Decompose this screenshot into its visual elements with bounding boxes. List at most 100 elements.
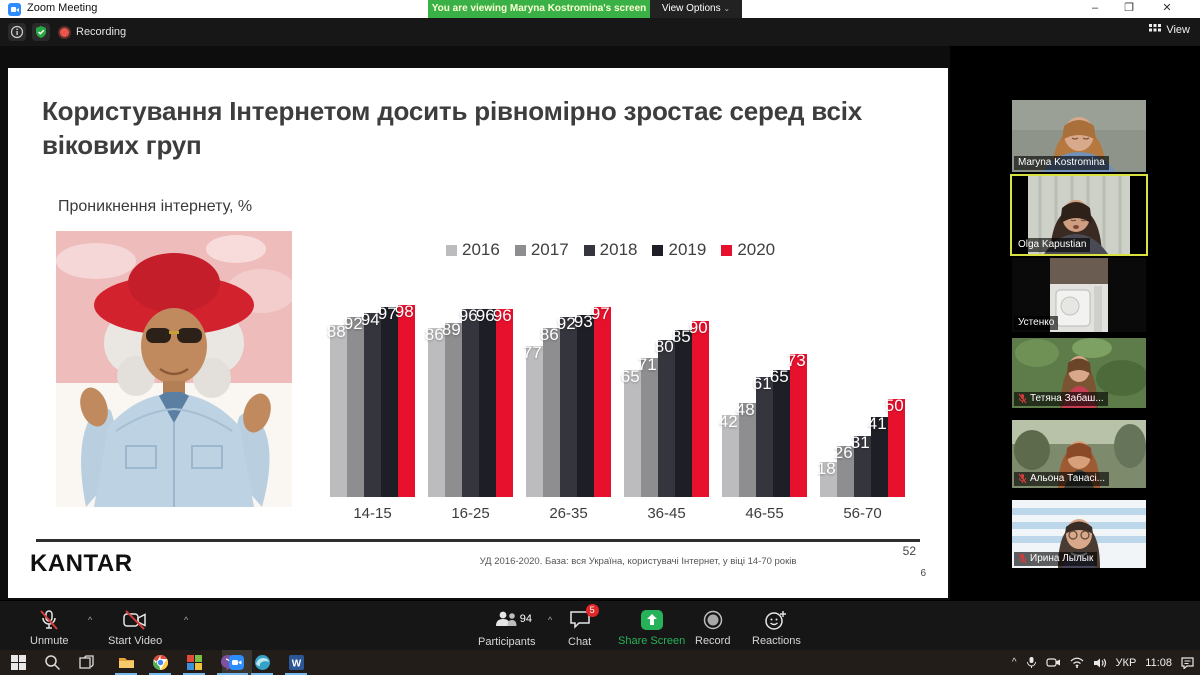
chevron-up-icon[interactable]: ^ bbox=[184, 615, 189, 625]
bar-2017-16-25: 89 bbox=[441, 320, 462, 497]
bar-value-label: 48 bbox=[735, 400, 755, 419]
chevron-up-icon[interactable]: ^ bbox=[88, 615, 93, 625]
edge-icon[interactable] bbox=[254, 654, 271, 671]
viewing-screen-banner: You are viewing Maryna Kostromina's scre… bbox=[428, 0, 650, 18]
legend-item-2018: 2018 bbox=[583, 240, 637, 260]
legend-label: 2017 bbox=[530, 240, 569, 259]
chart-legend: 2016 2017 2018 2019 2020 bbox=[446, 240, 775, 260]
reactions-button[interactable]: Reactions bbox=[752, 609, 801, 647]
start-button-icon[interactable] bbox=[10, 654, 27, 671]
participants-button[interactable]: 94 Participants ^ bbox=[478, 609, 552, 648]
bar-value-label: 65 bbox=[769, 367, 789, 386]
muted-mic-icon bbox=[1018, 393, 1027, 404]
bar-2017-46-55: 48 bbox=[735, 400, 756, 497]
bar-2017-26-35: 86 bbox=[539, 325, 560, 497]
minimize-button[interactable]: – bbox=[1091, 2, 1099, 14]
bar-2018-14-15: 94 bbox=[360, 310, 381, 497]
tray-camera-icon[interactable] bbox=[1045, 657, 1061, 668]
window-title: Zoom Meeting bbox=[27, 2, 98, 14]
shield-icon bbox=[36, 26, 46, 38]
bar-group-46-55: 42 48 61 65 73 46-55 bbox=[719, 301, 807, 522]
tray-volume-icon[interactable] bbox=[1093, 657, 1107, 669]
chrome-icon[interactable] bbox=[152, 654, 169, 671]
kantar-logo: KANTAR bbox=[30, 550, 133, 577]
bar-2016-16-25: 86 bbox=[425, 325, 445, 497]
zoom-taskbar-icon[interactable] bbox=[228, 654, 245, 671]
maximize-button[interactable]: ❐ bbox=[1124, 2, 1134, 14]
chat-badge: 5 bbox=[585, 604, 599, 617]
chevron-up-icon[interactable]: ^ bbox=[548, 615, 553, 625]
file-explorer-icon[interactable] bbox=[118, 654, 135, 671]
bar-2018-46-55: 61 bbox=[753, 374, 773, 497]
video-tile-tetiana[interactable]: Тетяна Забаш... bbox=[1012, 338, 1146, 408]
view-layout-button[interactable]: View bbox=[1149, 24, 1190, 36]
participants-count: 94 bbox=[519, 613, 532, 625]
slide-number: 6 bbox=[920, 568, 926, 579]
bar-2016-46-55: 42 bbox=[719, 412, 739, 497]
open-app-indicator bbox=[251, 673, 273, 675]
camera-off-icon bbox=[123, 610, 146, 630]
shared-screen-area: Користування Інтернетом досить рівномірн… bbox=[0, 46, 1200, 600]
view-options-button[interactable]: View Options ⌄ bbox=[650, 0, 742, 18]
meeting-info-button[interactable] bbox=[8, 23, 26, 41]
svg-text:W: W bbox=[292, 659, 302, 670]
muted-mic-icon bbox=[1018, 473, 1027, 484]
word-icon[interactable]: W bbox=[288, 654, 305, 671]
bar-2019-16-25: 96 bbox=[476, 306, 496, 497]
video-tile-ustenko[interactable]: Устенко bbox=[1012, 258, 1146, 332]
bar-value-label: 92 bbox=[556, 314, 576, 333]
bar-2016-26-35: 77 bbox=[523, 343, 543, 497]
task-view-icon[interactable] bbox=[78, 654, 95, 671]
legend-label: 2016 bbox=[462, 240, 500, 259]
category-label: 36-45 bbox=[647, 505, 686, 522]
share-screen-button[interactable]: Share Screen bbox=[618, 609, 685, 647]
action-center-icon[interactable] bbox=[1181, 656, 1194, 669]
bar-2018-26-35: 92 bbox=[556, 314, 577, 497]
unmute-button[interactable]: Unmute ^ bbox=[30, 609, 92, 647]
photos-app-icon[interactable] bbox=[186, 654, 203, 671]
bar-value-label: 92 bbox=[343, 314, 363, 333]
tray-wifi-icon[interactable] bbox=[1070, 657, 1084, 668]
tray-expand-chevron-icon[interactable]: ^ bbox=[1011, 657, 1017, 668]
bar-2016-14-15: 88 bbox=[327, 322, 347, 497]
participants-icon bbox=[495, 611, 517, 626]
bar-2020-46-55: 73 bbox=[787, 351, 807, 497]
recording-label: Recording bbox=[76, 26, 127, 38]
bar-2018-16-25: 96 bbox=[458, 306, 479, 497]
clock[interactable]: 11:08 bbox=[1145, 656, 1172, 669]
security-button[interactable] bbox=[32, 23, 50, 41]
legend-item-2016: 2016 bbox=[446, 240, 500, 260]
legend-swatch bbox=[652, 244, 664, 256]
bar-value-label: 97 bbox=[590, 304, 610, 323]
video-tile-alona[interactable]: Альона Танасі... bbox=[1012, 420, 1146, 488]
bar-value-label: 96 bbox=[458, 306, 478, 325]
bar-value-label: 65 bbox=[620, 367, 640, 386]
video-ustenko bbox=[1012, 258, 1146, 332]
bar-value-label: 97 bbox=[377, 304, 397, 323]
language-indicator[interactable]: УКР bbox=[1115, 656, 1137, 669]
system-tray: ^ УКР 11:08 bbox=[1012, 650, 1194, 675]
close-button[interactable]: ✕ bbox=[1162, 2, 1172, 14]
tray-mic-icon[interactable] bbox=[1026, 656, 1037, 669]
legend-item-2019: 2019 bbox=[652, 240, 706, 260]
chevron-down-icon: ⌄ bbox=[723, 4, 731, 13]
category-label: 56-70 bbox=[843, 505, 882, 522]
open-app-indicator bbox=[149, 673, 171, 675]
video-tile-olga-active-speaker[interactable]: Olga Kapustian bbox=[1010, 174, 1148, 256]
search-icon[interactable] bbox=[44, 654, 61, 671]
video-tile-maryna[interactable]: Maryna Kostromina bbox=[1012, 100, 1146, 172]
bar-value-label: 86 bbox=[539, 325, 559, 344]
bar-value-label: 93 bbox=[573, 312, 593, 331]
bar-2016-56-70: 18 bbox=[817, 459, 837, 497]
bar-2018-36-45: 80 bbox=[655, 337, 675, 497]
category-label: 14-15 bbox=[353, 505, 392, 522]
legend-item-2020: 2020 bbox=[721, 240, 775, 260]
bar-value-label: 94 bbox=[360, 310, 380, 329]
bar-value-label: 89 bbox=[441, 320, 461, 339]
video-tile-iryna[interactable]: Ирина Лылык bbox=[1012, 500, 1146, 568]
start-video-button[interactable]: Start Video ^ bbox=[108, 609, 188, 647]
record-button[interactable]: Record bbox=[695, 609, 730, 647]
zoom-controlbar: Unmute ^ Start Video ^ 94 Participants ^ bbox=[0, 600, 1200, 650]
chat-button[interactable]: 5 Chat bbox=[568, 604, 599, 648]
category-label: 26-35 bbox=[549, 505, 588, 522]
